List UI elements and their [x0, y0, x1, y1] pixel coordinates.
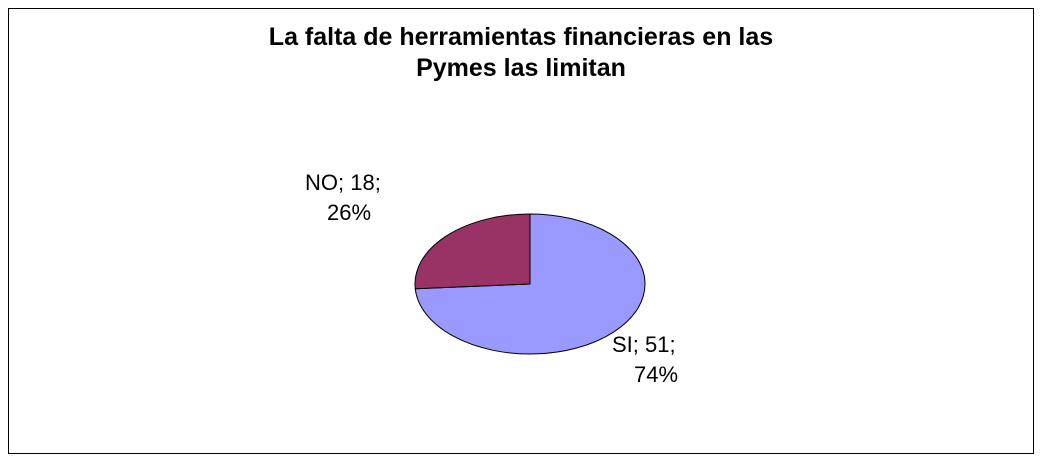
data-label-line: NO; 18;	[305, 170, 381, 195]
data-label-line: SI; 51;	[612, 332, 676, 357]
pie-slice	[414, 213, 531, 290]
chart-title: La falta de herramientas financieras en …	[268, 23, 774, 82]
chart-frame	[8, 8, 1034, 454]
data-label-line: 74%	[634, 362, 678, 387]
data-label: SI; 51; 74%	[612, 332, 678, 387]
data-label-line: 26%	[327, 200, 371, 225]
data-label: NO; 18; 26%	[305, 170, 381, 225]
